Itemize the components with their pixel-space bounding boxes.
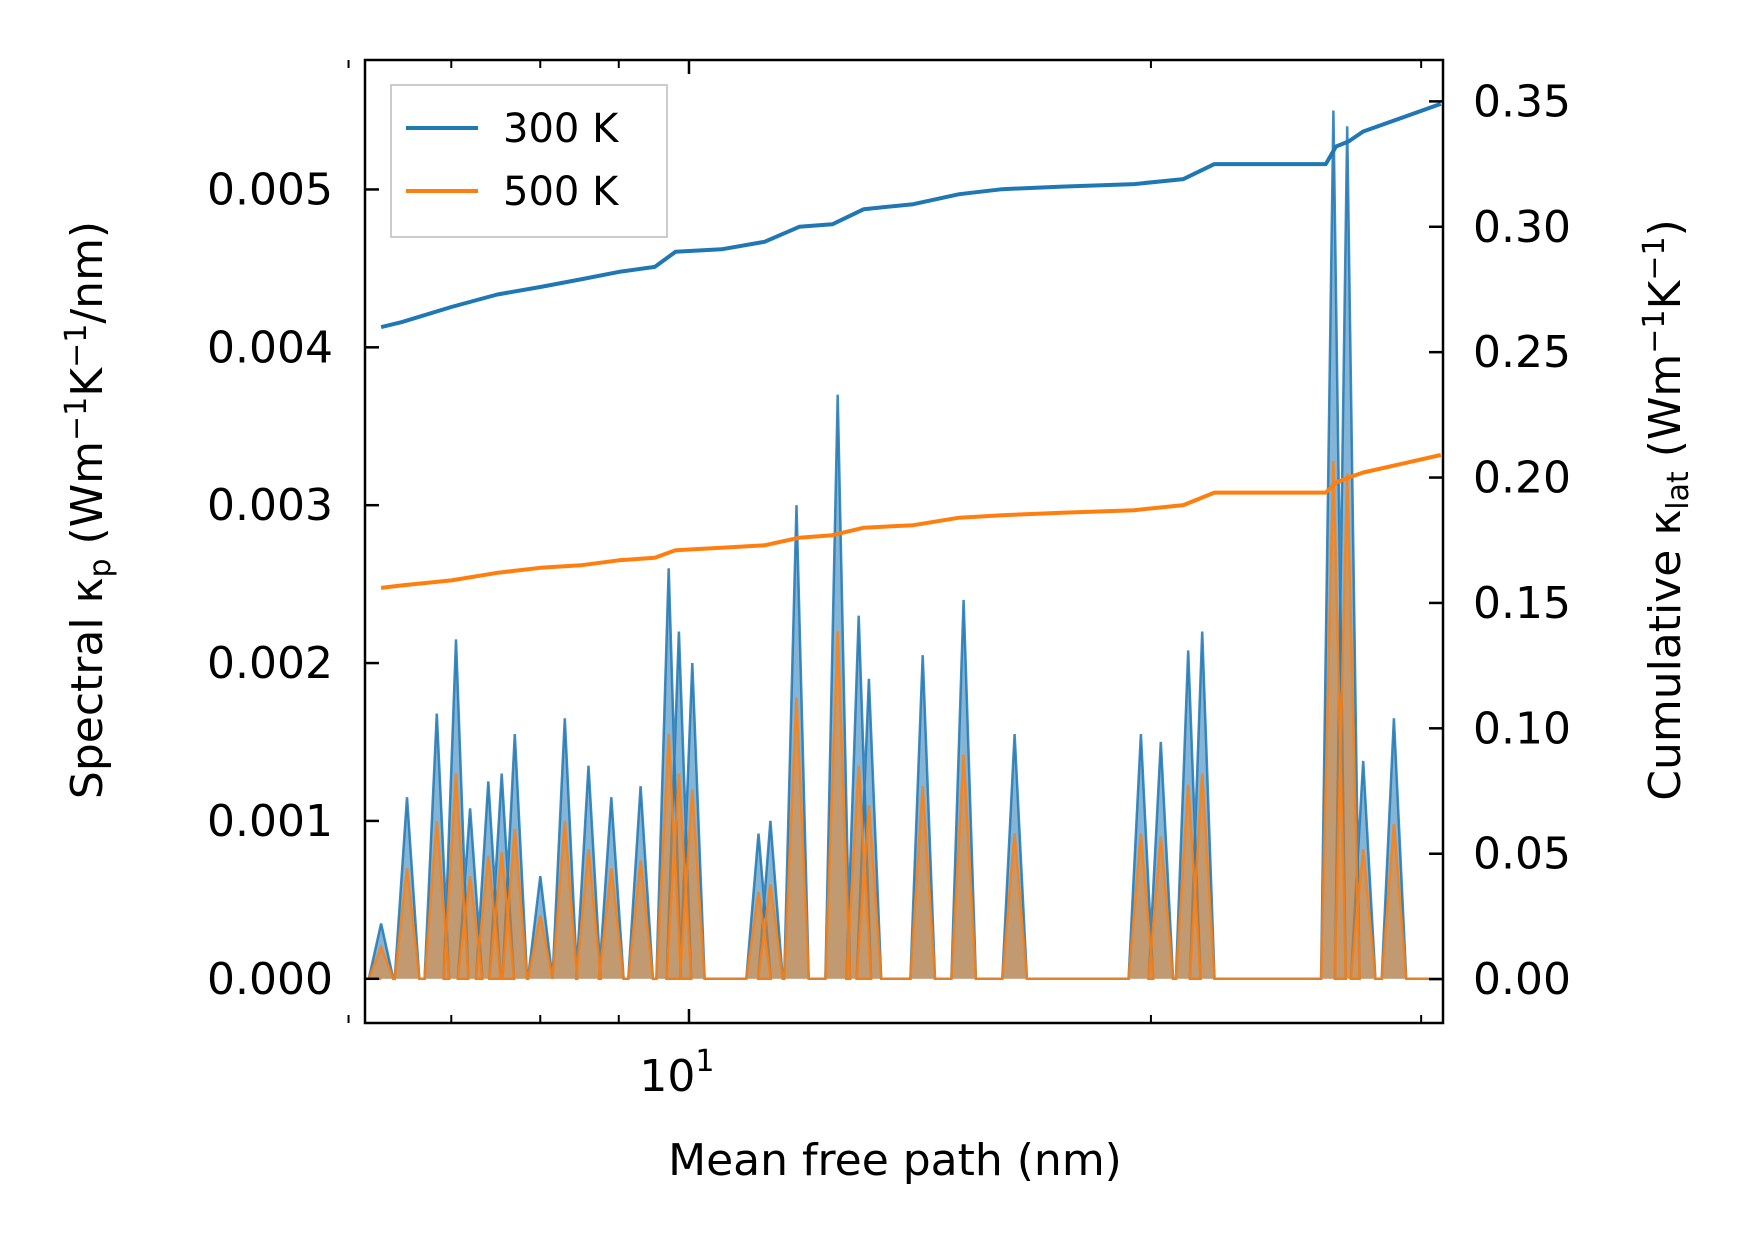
y-left-tick-label-1: 0.001 — [207, 796, 333, 847]
y-left-label-exp1: −1 — [59, 397, 94, 441]
y-left-label-end: /nm) — [62, 221, 113, 324]
spectral-fill-1 — [368, 461, 1441, 979]
x-axis-label: Mean free path (nm) — [668, 1135, 1122, 1186]
cumulative-line-1 — [380, 453, 1442, 590]
y-axis-right-label: Cumulative κlat (Wm−1K−1) — [1637, 219, 1696, 801]
spectral-line-0 — [367, 110, 1441, 981]
legend: 300 K 500 K — [390, 84, 668, 238]
line-layer — [380, 102, 1442, 590]
y-right-tick-label-3: 0.15 — [1473, 578, 1571, 629]
y-left-label-sub: p — [83, 558, 118, 577]
y-right-label-end: ) — [1640, 219, 1691, 236]
y-left-label-k: K — [62, 367, 113, 397]
y-right-tick-label-7: 0.35 — [1473, 76, 1571, 127]
y-right-tick-label-6: 0.30 — [1473, 202, 1571, 253]
x-tick-label-exponent: 1 — [695, 1044, 714, 1079]
y-left-tick-label-2: 0.002 — [207, 638, 333, 689]
y-left-tick-label-5: 0.005 — [207, 164, 333, 215]
y-right-label-units: (Wm — [1640, 354, 1691, 472]
legend-label-300k: 300 K — [503, 106, 620, 152]
legend-label-500k: 500 K — [503, 169, 620, 215]
y-right-tick-label-5: 0.25 — [1473, 327, 1571, 378]
y-left-label-main: Spectral κ — [62, 578, 113, 800]
y-right-label-exp2: −1 — [1637, 236, 1672, 280]
spectral-line-1 — [366, 460, 1441, 981]
y-right-tick-label-4: 0.20 — [1473, 453, 1571, 504]
spectral-fill-0 — [368, 110, 1441, 979]
y-axis-left-label: Spectral κp (Wm−1K−1/nm) — [59, 221, 118, 799]
y-left-tick-label-4: 0.004 — [207, 322, 333, 373]
y-left-tick-label-0: 0.000 — [207, 954, 333, 1005]
plot-frame — [363, 58, 1445, 1025]
cumulative-line-0 — [380, 102, 1442, 330]
y-right-tick-label-2: 0.10 — [1473, 703, 1571, 754]
x-tick-label-base: 10 — [639, 1051, 695, 1102]
y-right-tick-label-0: 0.00 — [1473, 954, 1571, 1005]
tick-layer: 0.000 0.001 0.002 0.003 0.004 0.005 0.00 0.05 0.… — [207, 60, 1571, 1102]
y-left-label-exp2: −1 — [59, 324, 94, 368]
y-right-label-exp1: −1 — [1637, 309, 1672, 353]
y-left-label-units: (Wm — [62, 441, 113, 559]
y-right-label-main: Cumulative κ — [1640, 510, 1691, 801]
x-tick-label-0: 101 — [639, 1044, 714, 1102]
spectral-fill-layer — [366, 110, 1441, 981]
y-right-label-sub: lat — [1661, 471, 1696, 510]
y-right-label-k: K — [1640, 279, 1691, 309]
y-left-tick-label-3: 0.003 — [207, 480, 333, 531]
y-right-tick-label-1: 0.05 — [1473, 829, 1571, 880]
legend-box — [390, 84, 668, 238]
